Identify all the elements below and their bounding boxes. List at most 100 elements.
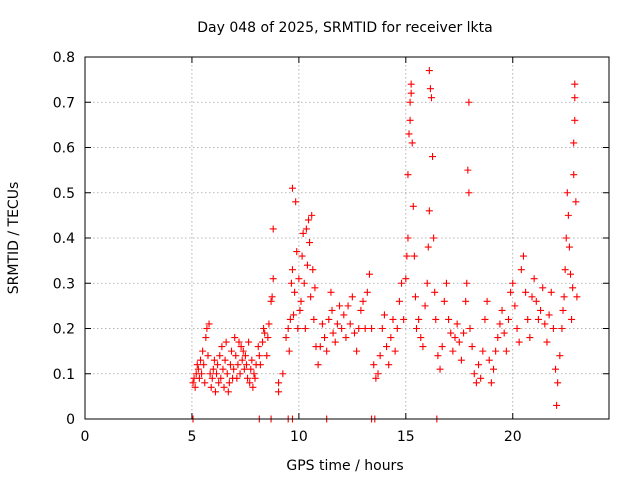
data-point (431, 288, 439, 296)
data-point (245, 338, 253, 346)
data-point (296, 306, 304, 314)
data-point (340, 311, 348, 319)
data-point (269, 275, 277, 283)
data-point (402, 275, 410, 283)
data-point (453, 320, 461, 328)
data-point (434, 352, 442, 360)
data-point (427, 94, 435, 102)
data-point (196, 356, 204, 364)
data-point (239, 347, 247, 355)
data-point (292, 198, 300, 206)
data-point (287, 279, 295, 287)
data-point (442, 279, 450, 287)
data-point (568, 315, 576, 323)
x-tick-label: 0 (81, 429, 90, 445)
data-point (556, 352, 564, 360)
data-point (288, 184, 296, 192)
data-point (222, 338, 230, 346)
data-point (220, 383, 228, 391)
data-point (572, 198, 580, 206)
data-point (570, 171, 578, 179)
data-point (571, 80, 579, 88)
data-point (251, 374, 259, 382)
data-point (541, 320, 549, 328)
data-point (244, 374, 252, 382)
data-point (275, 379, 283, 387)
data-point (242, 361, 250, 369)
data-point (524, 315, 532, 323)
data-point (457, 356, 465, 364)
data-point (306, 239, 314, 247)
data-point (528, 293, 536, 301)
data-point (559, 306, 567, 314)
data-point (195, 374, 203, 382)
data-point (465, 98, 473, 106)
data-point (240, 365, 248, 373)
data-point (256, 361, 264, 369)
data-point (350, 329, 358, 337)
data-point (204, 352, 212, 360)
data-point (564, 211, 572, 219)
data-point (344, 302, 352, 310)
data-point (194, 365, 202, 373)
data-point (558, 325, 566, 332)
data-point (302, 225, 310, 233)
data-point (323, 347, 331, 355)
data-point (294, 325, 302, 332)
data-point (464, 166, 472, 174)
data-point (429, 153, 437, 161)
data-point (570, 139, 578, 147)
data-point (504, 315, 512, 323)
data-point (455, 338, 463, 346)
data-point (515, 338, 523, 346)
data-point (407, 89, 415, 97)
data-point (193, 361, 201, 369)
data-point (236, 370, 244, 378)
data-point (511, 302, 519, 310)
data-point (208, 374, 216, 382)
data-point (338, 325, 346, 332)
data-point (494, 334, 502, 342)
data-point (206, 370, 214, 378)
data-point (463, 279, 471, 287)
data-point (282, 334, 290, 342)
plot-frame (84, 56, 610, 420)
data-point (481, 315, 489, 323)
data-point (363, 288, 371, 296)
x-tick-label: 10 (290, 429, 308, 445)
data-point (423, 279, 431, 287)
data-point (246, 379, 254, 387)
data-point (567, 270, 575, 278)
data-point (560, 293, 568, 301)
data-point (462, 297, 470, 305)
data-point (228, 347, 236, 355)
data-point (411, 293, 419, 301)
data-point (526, 334, 534, 342)
data-point (477, 374, 485, 382)
data-point (307, 293, 315, 301)
data-point (255, 352, 263, 360)
x-tick-label: 15 (397, 429, 415, 445)
data-point (483, 297, 491, 305)
data-point (205, 320, 213, 328)
data-point (241, 352, 249, 360)
data-point (189, 379, 197, 387)
data-point (370, 361, 378, 369)
data-point (309, 266, 317, 274)
data-point (419, 343, 427, 351)
points-layer (189, 67, 581, 423)
data-point (267, 297, 275, 305)
data-point (301, 325, 309, 332)
data-point (191, 383, 199, 391)
data-point (438, 343, 446, 351)
data-point (425, 67, 433, 75)
data-point (468, 343, 476, 351)
data-point (368, 325, 376, 332)
data-point (237, 343, 245, 351)
data-point (498, 306, 506, 314)
data-point (563, 189, 571, 197)
data-point (410, 252, 418, 260)
data-point (259, 338, 267, 346)
data-point (260, 325, 268, 332)
data-point (336, 302, 344, 310)
